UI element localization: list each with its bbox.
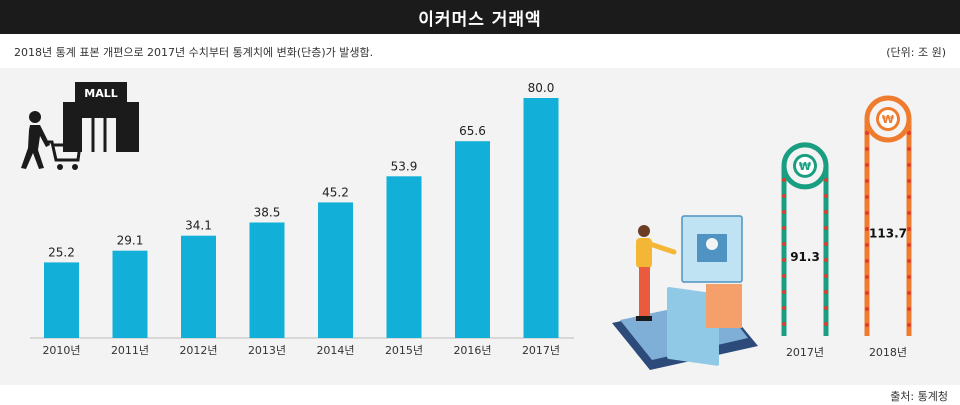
coil-ring-0 xyxy=(781,142,829,190)
methodology-note: 2018년 통계 표본 개편으로 2017년 수치부터 통계치에 변화(단층)가… xyxy=(14,46,374,59)
won-symbol-0: ₩ xyxy=(799,160,811,173)
coil-dot xyxy=(782,209,786,214)
won-coin-inner xyxy=(879,110,897,128)
x-tick-label-1: 2011년 xyxy=(111,344,149,357)
chart-svg: MALL 25.2 2010년 29.1 2011년 34.1 2012년 38.5 2013… xyxy=(21,81,912,370)
bar-value-label-1: 29.1 xyxy=(117,234,144,248)
bar-value-label-4: 45.2 xyxy=(322,185,349,199)
bar-value-label-3: 38.5 xyxy=(254,206,281,220)
coil-dot xyxy=(907,179,911,183)
coil-dot xyxy=(782,193,786,198)
coil-value-label-0: 91.3 xyxy=(790,250,820,264)
coil-dot xyxy=(782,177,786,182)
coil-dot xyxy=(865,323,869,327)
coil-dot xyxy=(865,307,869,311)
won-coin-inner xyxy=(796,156,814,175)
coil-dot xyxy=(907,163,911,167)
coil-0: ₩91.3 2017년 xyxy=(781,142,829,359)
coil-dot xyxy=(865,227,869,231)
x-tick-label-5: 2015년 xyxy=(385,344,423,357)
coil-dot xyxy=(907,195,911,199)
coil-dot xyxy=(824,305,828,310)
bar-2 xyxy=(181,235,216,338)
chart-title: 이커머스 거래액 xyxy=(0,0,960,34)
bar-value-label-2: 34.1 xyxy=(185,219,212,233)
coil-value-label-1: 113.7 xyxy=(869,227,907,241)
main-bar-series: 25.2 2010년 29.1 2011년 34.1 2012년 38.5 2013년 45.2… xyxy=(42,81,560,357)
coil-dot xyxy=(907,243,911,247)
coil-dot xyxy=(782,257,786,262)
coil-dot xyxy=(824,209,828,214)
coil-dot xyxy=(824,289,828,294)
coil-dot xyxy=(865,275,869,279)
coil-dot xyxy=(865,163,869,167)
coil-dot xyxy=(907,275,911,279)
coil-dot xyxy=(865,243,869,247)
bar-value-label-7: 80.0 xyxy=(528,81,555,95)
bar-7 xyxy=(523,98,559,338)
coil-year-label-1: 2018년 xyxy=(869,346,907,359)
unit-label: (단위: 조 원) xyxy=(886,46,946,59)
coil-dot xyxy=(865,291,869,295)
x-tick-label-3: 2013년 xyxy=(248,344,286,357)
coil-dot xyxy=(782,321,786,326)
coil-dot xyxy=(907,259,911,263)
coil-dot xyxy=(824,193,828,198)
coil-dot xyxy=(907,147,911,151)
coil-dot xyxy=(907,131,911,135)
coil-dot xyxy=(782,225,786,230)
source-label: 출처: 통계청 xyxy=(890,390,948,403)
bar-value-label-6: 65.6 xyxy=(459,124,486,138)
coil-dot xyxy=(865,211,869,215)
coil-dot xyxy=(865,259,869,263)
coil-dot xyxy=(782,305,786,310)
coil-dot xyxy=(907,307,911,311)
x-tick-label-2: 2012년 xyxy=(179,344,217,357)
x-tick-label-6: 2016년 xyxy=(453,344,491,357)
coil-dot xyxy=(865,131,869,135)
coil-dot xyxy=(824,273,828,278)
coil-year-label-0: 2017년 xyxy=(786,346,824,359)
bar-0 xyxy=(44,262,79,338)
coil-dot xyxy=(907,211,911,215)
x-tick-label-0: 2010년 xyxy=(42,344,80,357)
bar-6 xyxy=(455,141,490,338)
coil-ring-1 xyxy=(864,95,912,143)
coil-dot xyxy=(824,241,828,246)
coil-dot xyxy=(907,291,911,295)
coil-dot xyxy=(782,241,786,246)
bar-4 xyxy=(318,202,353,338)
coil-dot xyxy=(782,289,786,294)
bar-value-label-0: 25.2 xyxy=(48,245,75,259)
coil-dot xyxy=(907,227,911,231)
x-tick-label-4: 2014년 xyxy=(316,344,354,357)
coil-dot xyxy=(865,147,869,151)
revised-series-coils: ₩91.3 2017년 ₩113.7 2018년 xyxy=(781,95,912,359)
coil-dot xyxy=(782,273,786,278)
bar-3 xyxy=(249,222,285,338)
x-tick-label-7: 2017년 xyxy=(522,344,560,357)
mall-sign-text: MALL xyxy=(84,87,117,100)
coil-dot xyxy=(824,177,828,182)
bar-5 xyxy=(386,176,422,338)
coil-dot xyxy=(824,257,828,262)
won-symbol-1: ₩ xyxy=(882,113,894,126)
online-shopping-icon xyxy=(612,215,758,370)
coil-dot xyxy=(824,225,828,230)
coil-dot xyxy=(865,195,869,199)
bar-value-label-5: 53.9 xyxy=(391,159,418,173)
mall-shopper-icon: MALL xyxy=(21,82,139,170)
coil-dot xyxy=(865,179,869,183)
coil-dot xyxy=(824,321,828,326)
coil-dot xyxy=(907,323,911,327)
coil-1: ₩113.7 2018년 xyxy=(864,95,912,359)
bar-1 xyxy=(112,250,148,338)
chart-panel: MALL 25.2 2010년 29.1 2011년 34.1 2012년 38.5 2013… xyxy=(0,68,960,385)
